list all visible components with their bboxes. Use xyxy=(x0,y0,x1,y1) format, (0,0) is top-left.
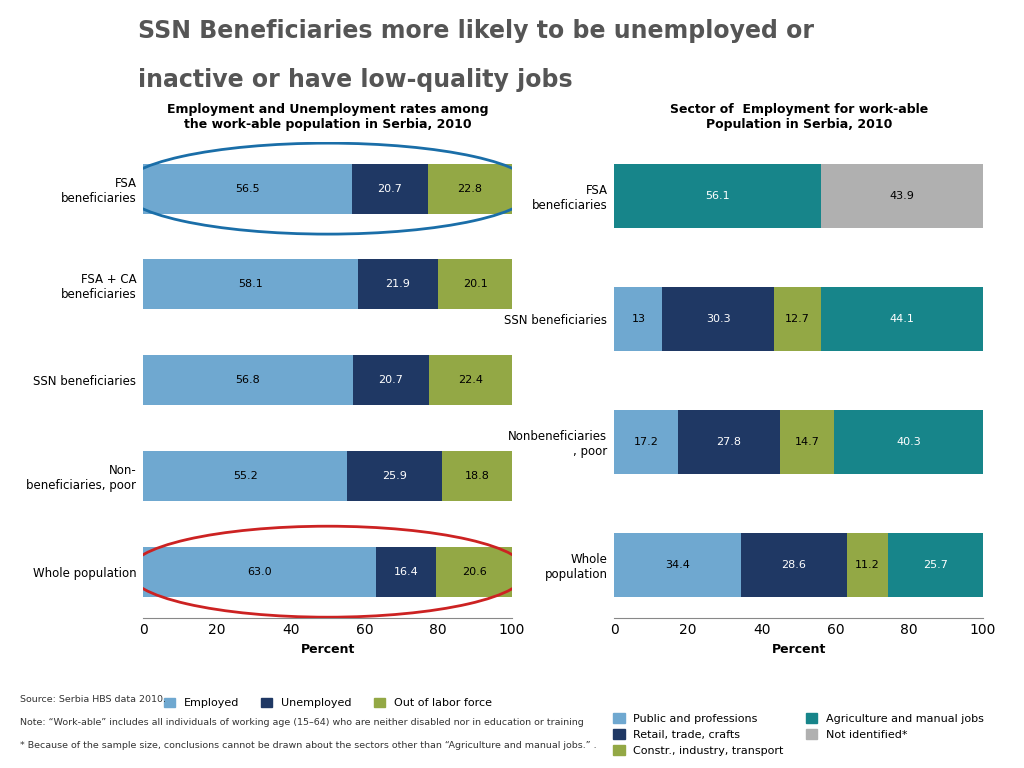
X-axis label: Percent: Percent xyxy=(771,643,826,656)
Bar xyxy=(614,533,741,597)
Bar xyxy=(143,356,352,405)
Bar xyxy=(351,164,428,214)
Bar xyxy=(847,533,888,597)
Text: 55.2: 55.2 xyxy=(232,471,257,481)
Bar xyxy=(143,164,351,214)
Text: 34.4: 34.4 xyxy=(666,560,690,570)
Legend: Public and professions, Retail, trade, crafts, Constr., industry, transport, Agr: Public and professions, Retail, trade, c… xyxy=(609,709,988,760)
Text: 43.9: 43.9 xyxy=(890,190,914,200)
Text: 20.1: 20.1 xyxy=(463,280,487,290)
Bar xyxy=(143,547,376,597)
Bar xyxy=(428,164,512,214)
Title: Employment and Unemployment rates among
the work-able population in Serbia, 2010: Employment and Unemployment rates among … xyxy=(167,103,488,131)
Legend: Employed, Unemployed, Out of labor force: Employed, Unemployed, Out of labor force xyxy=(159,694,497,713)
Bar xyxy=(780,409,835,474)
Text: 25.9: 25.9 xyxy=(382,471,407,481)
Bar xyxy=(143,451,347,501)
Text: 14.7: 14.7 xyxy=(795,437,820,447)
Text: * Because of the sample size, conclusions cannot be drawn about the sectors othe: * Because of the sample size, conclusion… xyxy=(20,740,597,750)
Bar xyxy=(436,547,512,597)
Text: 58.1: 58.1 xyxy=(238,280,263,290)
Bar xyxy=(442,451,512,501)
Text: 30.3: 30.3 xyxy=(706,313,730,323)
Text: 11.2: 11.2 xyxy=(855,560,880,570)
Text: 56.8: 56.8 xyxy=(236,375,260,386)
Bar xyxy=(614,164,821,227)
Text: 16.4: 16.4 xyxy=(393,567,418,577)
Text: 40.3: 40.3 xyxy=(896,437,922,447)
Text: 18.8: 18.8 xyxy=(465,471,489,481)
Text: 28.6: 28.6 xyxy=(781,560,806,570)
Text: 20.7: 20.7 xyxy=(378,184,402,194)
Text: 27.8: 27.8 xyxy=(717,437,741,447)
Text: 21.9: 21.9 xyxy=(385,280,411,290)
Text: 56.5: 56.5 xyxy=(236,184,260,194)
Bar xyxy=(429,356,512,405)
Text: 13: 13 xyxy=(632,313,645,323)
Text: 20.7: 20.7 xyxy=(379,375,403,386)
Text: inactive or have low-quality jobs: inactive or have low-quality jobs xyxy=(138,68,572,92)
Text: 22.8: 22.8 xyxy=(458,184,482,194)
Bar xyxy=(376,547,436,597)
Bar xyxy=(663,286,774,351)
Text: Source: Serbia HBS data 2010.: Source: Serbia HBS data 2010. xyxy=(20,695,167,704)
Bar xyxy=(352,356,429,405)
Text: 25.7: 25.7 xyxy=(923,560,948,570)
Bar xyxy=(678,409,780,474)
Title: Sector of  Employment for work-able
Population in Serbia, 2010: Sector of Employment for work-able Popul… xyxy=(670,103,928,131)
Bar xyxy=(357,260,438,310)
Text: 12.7: 12.7 xyxy=(785,313,810,323)
Bar xyxy=(614,286,663,351)
Text: 56.1: 56.1 xyxy=(706,190,730,200)
Text: 63.0: 63.0 xyxy=(247,567,271,577)
Bar xyxy=(143,260,357,310)
Bar xyxy=(741,533,847,597)
Text: 17.2: 17.2 xyxy=(634,437,658,447)
Text: SSN Beneficiaries more likely to be unemployed or: SSN Beneficiaries more likely to be unem… xyxy=(138,19,814,43)
Text: Note: “Work-able” includes all individuals of working age (15–64) who are neithe: Note: “Work-able” includes all individua… xyxy=(20,718,585,727)
X-axis label: Percent: Percent xyxy=(300,643,355,656)
Bar xyxy=(821,286,983,351)
Bar xyxy=(347,451,442,501)
Bar xyxy=(888,533,983,597)
Bar xyxy=(774,286,821,351)
Bar xyxy=(821,164,983,227)
Text: 22.4: 22.4 xyxy=(458,375,483,386)
Text: 20.6: 20.6 xyxy=(462,567,486,577)
Text: 44.1: 44.1 xyxy=(890,313,914,323)
Bar xyxy=(614,409,678,474)
Bar xyxy=(835,409,983,474)
Bar xyxy=(438,260,512,310)
